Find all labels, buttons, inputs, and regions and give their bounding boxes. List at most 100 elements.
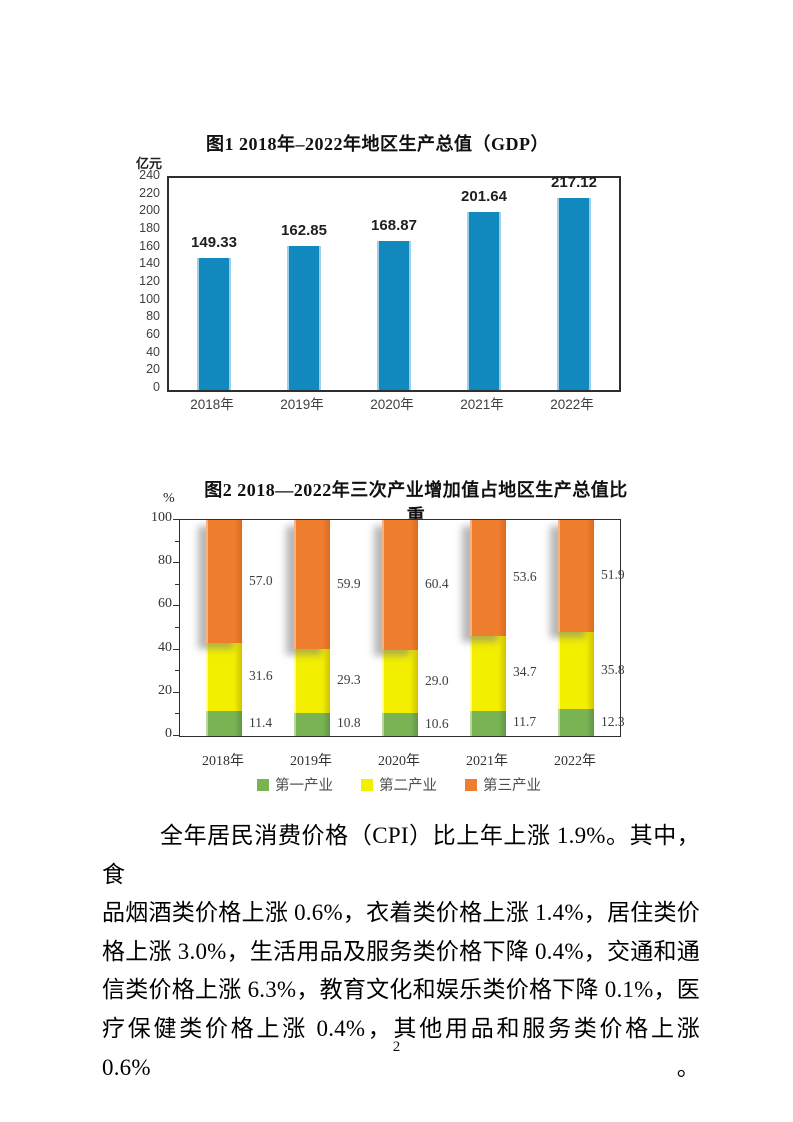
chart2-legend: 第一产业 第二产业 第三产业 bbox=[179, 774, 619, 795]
chart1-y-axis-unit-label: 亿元 bbox=[136, 156, 163, 171]
bar-segment bbox=[470, 710, 506, 736]
segment-value-label: 10.8 bbox=[337, 715, 361, 731]
cpi-paragraph: 全年居民消费价格（CPI）比上年上涨 1.9%。其中，食品烟酒类价格上涨 0.6… bbox=[102, 817, 700, 1087]
y-tick-label: 40 bbox=[146, 344, 160, 359]
legend-swatch-icon bbox=[257, 778, 269, 791]
x-axis-label: 2022年 bbox=[550, 397, 594, 412]
segment-value-label: 35.8 bbox=[601, 661, 625, 677]
y-axis-tick bbox=[175, 540, 179, 542]
y-axis-tick bbox=[173, 691, 179, 693]
legend-swatch-icon bbox=[465, 778, 477, 791]
y-tick-label: 140 bbox=[139, 256, 160, 271]
bar-segment bbox=[294, 649, 330, 713]
y-tick-label: 80 bbox=[158, 553, 172, 569]
y-tick-label: 120 bbox=[139, 274, 160, 288]
y-axis-tick bbox=[175, 670, 179, 672]
y-axis-tick bbox=[173, 605, 179, 607]
segment-value-label: 12.3 bbox=[601, 713, 625, 729]
bar-segment bbox=[558, 520, 594, 633]
y-axis-tick bbox=[175, 713, 179, 715]
y-tick-label: 20 bbox=[146, 362, 160, 377]
segment-value-label: 31.6 bbox=[249, 668, 273, 684]
x-axis-label: 2018年 bbox=[202, 754, 244, 769]
bar-value-label: 217.12 bbox=[551, 174, 597, 192]
y-axis-tick bbox=[173, 519, 179, 520]
bar-value-label: 149.33 bbox=[191, 234, 237, 252]
x-axis-label: 2020年 bbox=[370, 397, 414, 412]
y-tick-label: 200 bbox=[139, 203, 160, 218]
segment-value-label: 60.4 bbox=[425, 576, 449, 592]
x-axis-label: 2020年 bbox=[378, 754, 420, 769]
y-tick-label: 20 bbox=[158, 682, 172, 698]
bar-segment bbox=[558, 632, 594, 710]
gdp-bar bbox=[467, 211, 501, 390]
chart1-plot-area: 149.33 162.85 168.87 201.64 217.12 bbox=[167, 174, 621, 392]
paragraph-line: 全年居民消费价格（CPI）比上年上涨 1.9%。其中，食 bbox=[102, 823, 700, 887]
y-tick-label: 240 bbox=[139, 168, 160, 182]
bar-segment bbox=[382, 520, 418, 651]
y-tick-label: 80 bbox=[146, 309, 160, 324]
y-tick-label: 100 bbox=[151, 510, 172, 525]
bar-value-label: 162.85 bbox=[281, 222, 327, 240]
x-axis-label: 2022年 bbox=[554, 754, 596, 769]
bar-segment bbox=[382, 713, 418, 736]
legend-item: 第三产业 bbox=[465, 774, 541, 795]
bar-segment bbox=[206, 520, 242, 644]
y-tick-label: 60 bbox=[146, 327, 160, 341]
legend-label: 第一产业 bbox=[275, 778, 333, 794]
gdp-bar bbox=[557, 198, 591, 390]
bar-segment bbox=[382, 650, 418, 714]
bar-value-label: 201.64 bbox=[461, 187, 507, 205]
bar-segment bbox=[294, 712, 330, 736]
x-axis-label: 2021年 bbox=[460, 397, 504, 412]
y-tick-label: 220 bbox=[139, 185, 160, 200]
y-axis-tick bbox=[175, 627, 179, 628]
bar-segment bbox=[206, 711, 242, 736]
y-tick-label: 0 bbox=[165, 726, 172, 741]
chart2-y-axis-unit-label: % bbox=[163, 491, 175, 506]
legend-item: 第二产业 bbox=[361, 774, 437, 795]
segment-value-label: 29.0 bbox=[425, 672, 449, 688]
legend-label: 第三产业 bbox=[483, 778, 541, 794]
segment-value-label: 11.4 bbox=[249, 714, 273, 730]
segment-value-label: 34.7 bbox=[513, 664, 537, 680]
y-tick-label: 160 bbox=[139, 238, 160, 253]
chart2-title: 图2 2018—2022年三次产业增加值占地区生产总值比重 bbox=[204, 480, 628, 526]
gdp-bar bbox=[287, 246, 321, 390]
y-axis-tick bbox=[175, 583, 179, 585]
bar-value-label: 168.87 bbox=[371, 216, 417, 234]
bar-segment bbox=[294, 520, 330, 650]
segment-value-label: 59.9 bbox=[337, 575, 361, 591]
x-axis-label: 2019年 bbox=[280, 397, 324, 412]
x-axis-label: 2021年 bbox=[466, 754, 508, 769]
segment-value-label: 53.6 bbox=[513, 568, 537, 584]
legend-item: 第一产业 bbox=[257, 774, 333, 795]
gdp-bar bbox=[377, 240, 411, 390]
paragraph-line: 格上涨 3.0%，生活用品及服务类价格下降 0.4%，交通和通 bbox=[102, 938, 700, 964]
x-axis-label: 2019年 bbox=[290, 754, 332, 769]
chart2-plot-area: 11.4 31.6 57.0 10.8 29.3 59.9 10.6 29.0 60.4 11.7… bbox=[179, 519, 625, 737]
bar-segment bbox=[470, 520, 506, 636]
page-number: 2 bbox=[392, 1039, 401, 1055]
y-tick-label: 60 bbox=[158, 596, 172, 612]
bar-segment bbox=[470, 635, 506, 711]
x-axis-label: 2018年 bbox=[190, 397, 234, 412]
paragraph-line: 信类价格上涨 6.3%，教育文化和娱乐类价格下降 0.1%，医 bbox=[102, 977, 700, 1003]
y-tick-label: 40 bbox=[158, 639, 172, 655]
y-axis-tick bbox=[173, 735, 179, 736]
bar-segment bbox=[558, 709, 594, 736]
segment-value-label: 57.0 bbox=[249, 572, 273, 588]
paragraph-line: 疗保健类价格上涨 0.4%，其他用品和服务类价格上涨 0.6%。 bbox=[102, 1015, 700, 1080]
segment-value-label: 29.3 bbox=[337, 672, 361, 688]
legend-swatch-icon bbox=[361, 778, 373, 791]
y-axis-tick bbox=[173, 562, 179, 564]
segment-value-label: 10.6 bbox=[425, 715, 449, 731]
segment-value-label: 51.9 bbox=[601, 567, 625, 583]
y-tick-label: 0 bbox=[153, 380, 160, 394]
legend-label: 第二产业 bbox=[379, 778, 437, 794]
bar-segment bbox=[206, 643, 242, 712]
y-axis-tick bbox=[173, 648, 179, 650]
segment-value-label: 11.7 bbox=[513, 714, 537, 730]
paragraph-line: 品烟酒类价格上涨 0.6%，衣着类价格上涨 1.4%，居住类价 bbox=[102, 900, 700, 926]
